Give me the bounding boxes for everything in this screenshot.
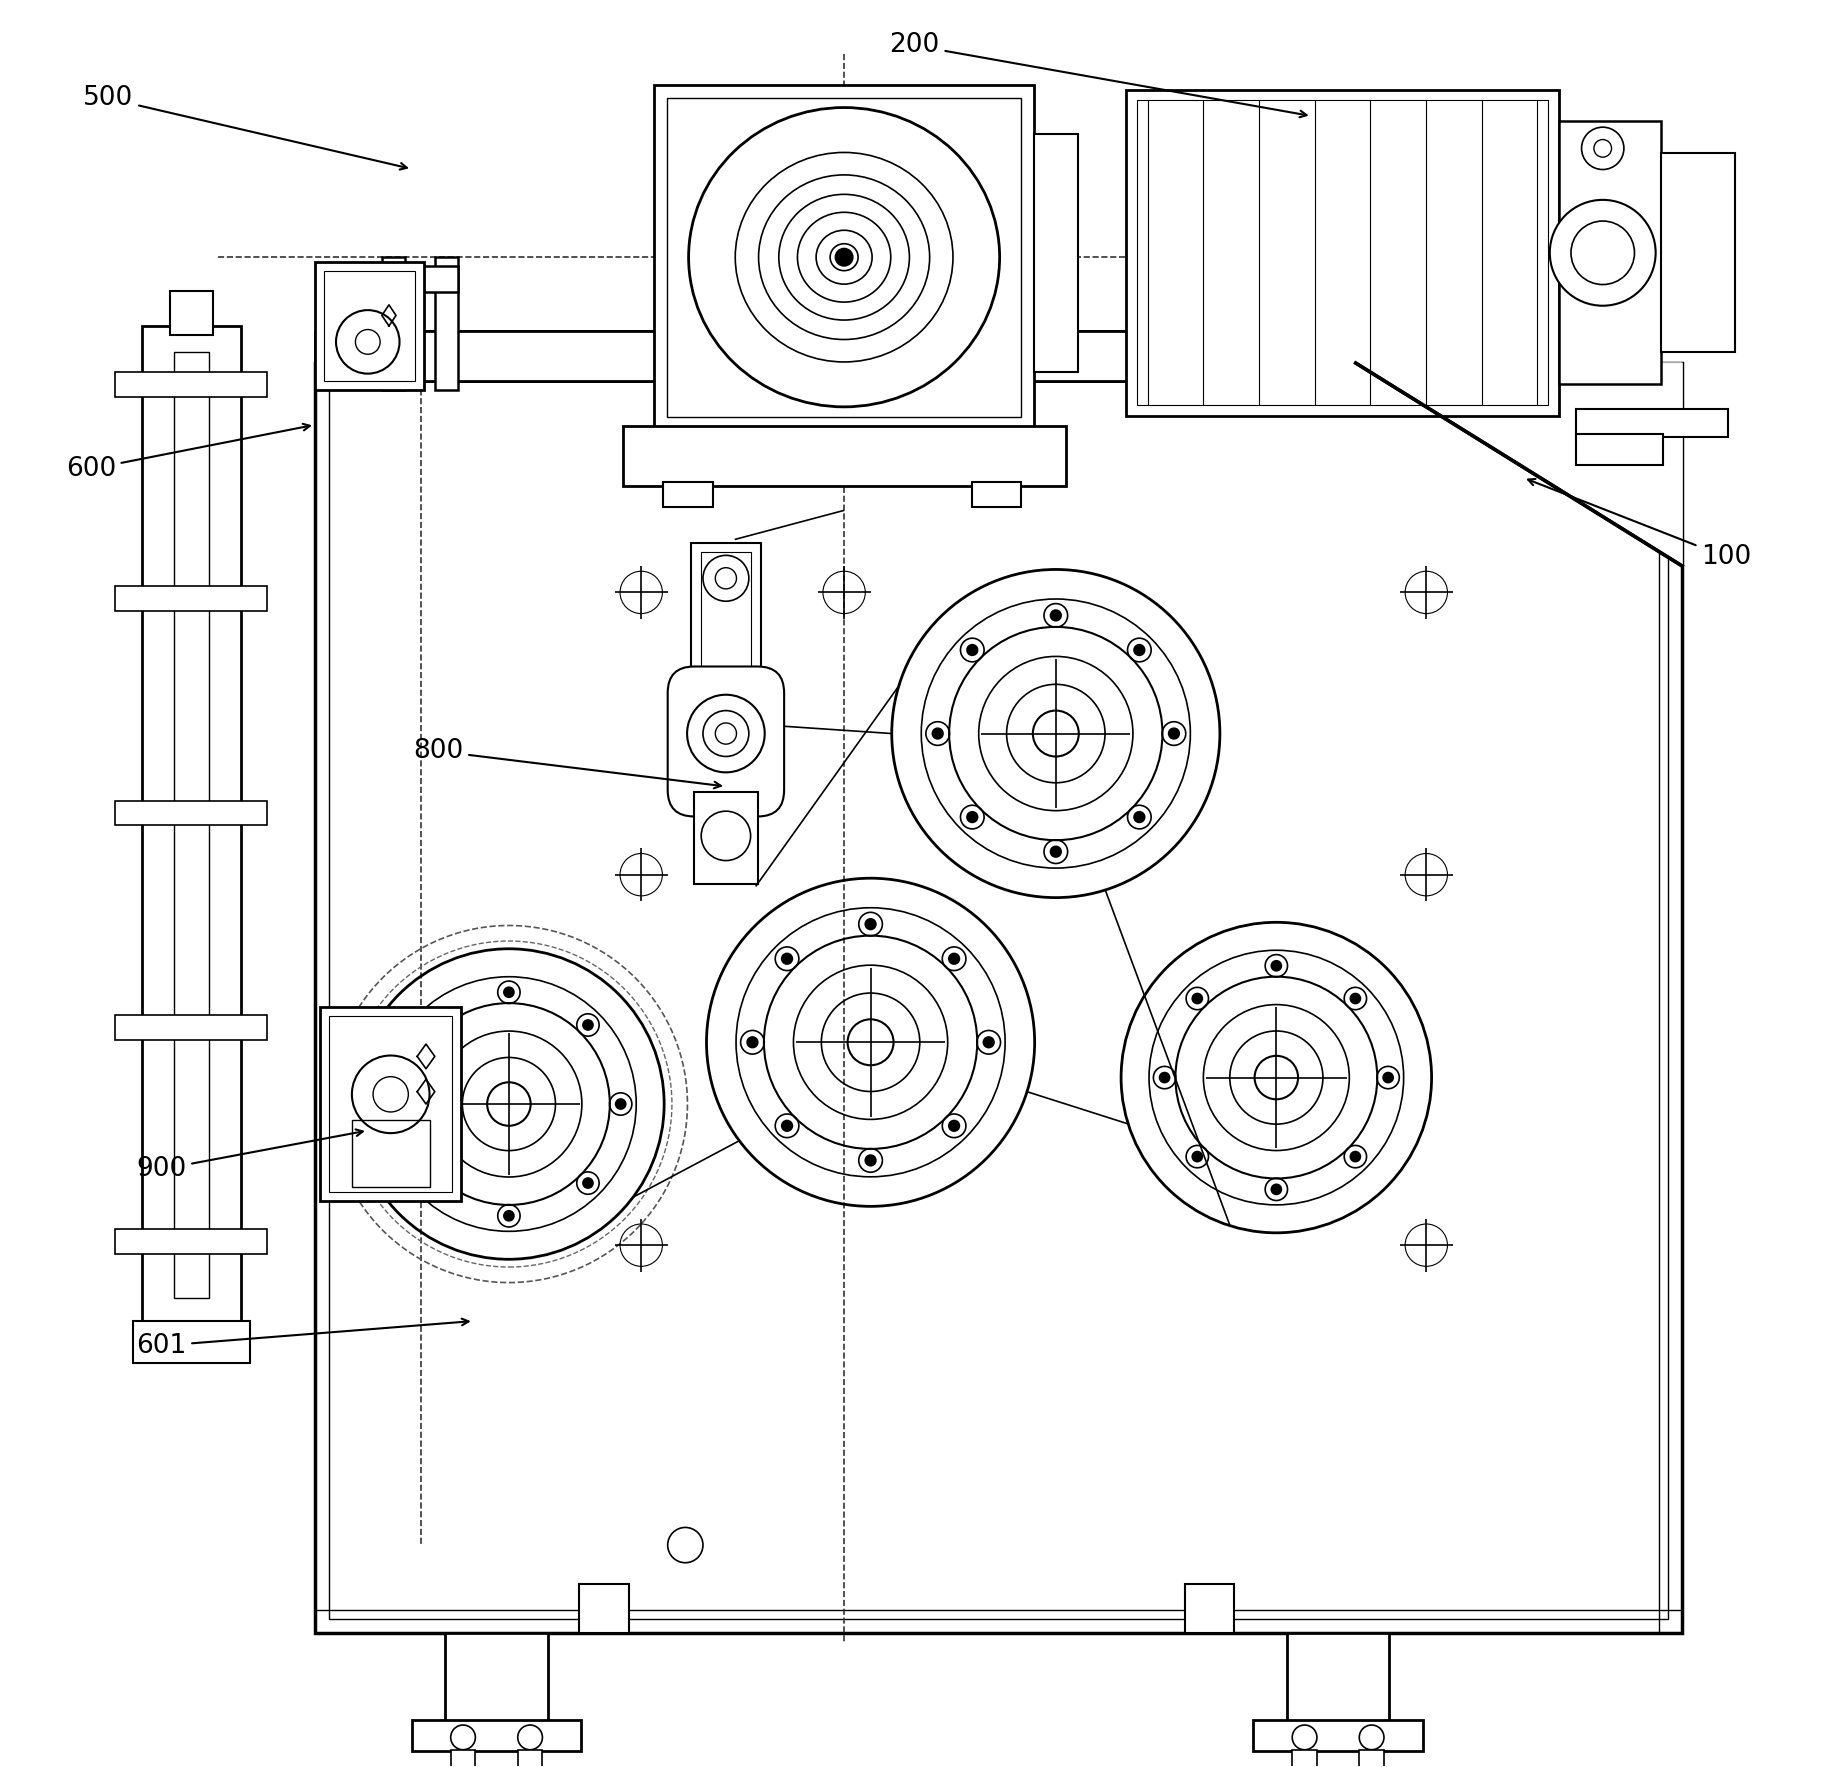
Bar (314, 330, 1659, 380)
Circle shape (781, 954, 792, 965)
Bar (1127, 90, 1559, 415)
Circle shape (1134, 811, 1145, 822)
Circle shape (1350, 1152, 1361, 1161)
Bar (1359, 1749, 1383, 1767)
Bar (329, 376, 1668, 1619)
Bar (1559, 122, 1660, 383)
Bar (116, 1014, 268, 1039)
Circle shape (584, 1179, 593, 1187)
Circle shape (968, 811, 977, 822)
Circle shape (1051, 610, 1062, 620)
Circle shape (425, 1020, 434, 1030)
Bar (1138, 101, 1548, 405)
Bar (702, 551, 750, 693)
Bar (1575, 433, 1662, 465)
Circle shape (781, 1120, 792, 1131)
Bar (1287, 1633, 1389, 1725)
Bar (1575, 408, 1727, 436)
Circle shape (1193, 1152, 1202, 1161)
Circle shape (748, 1037, 757, 1048)
Bar (323, 272, 416, 380)
Bar (353, 1120, 430, 1187)
Circle shape (864, 1156, 875, 1166)
Bar (1254, 1719, 1422, 1751)
Bar (972, 482, 1021, 507)
Circle shape (839, 378, 850, 389)
Circle shape (933, 728, 944, 739)
Circle shape (1051, 846, 1062, 857)
Bar (622, 426, 1066, 486)
Bar (580, 1583, 628, 1633)
Bar (116, 587, 268, 611)
Circle shape (949, 954, 959, 965)
Bar (1293, 1749, 1317, 1767)
Bar (314, 263, 425, 389)
Circle shape (504, 988, 513, 997)
Bar (434, 258, 458, 389)
Text: 900: 900 (137, 1129, 362, 1182)
Circle shape (968, 645, 977, 656)
Circle shape (1271, 1184, 1282, 1194)
Text: 100: 100 (1527, 479, 1751, 571)
Text: 601: 601 (137, 1318, 469, 1359)
Bar (663, 482, 713, 507)
Bar (116, 1230, 268, 1255)
Bar (1034, 134, 1079, 371)
Circle shape (353, 1055, 430, 1133)
FancyBboxPatch shape (667, 666, 785, 816)
Bar (329, 1016, 453, 1193)
Circle shape (425, 1179, 434, 1187)
Text: 600: 600 (66, 424, 310, 482)
Text: 800: 800 (414, 739, 720, 788)
Bar (451, 1749, 475, 1767)
Circle shape (1160, 1073, 1169, 1083)
Circle shape (951, 315, 962, 325)
Bar (133, 1322, 249, 1364)
Bar (142, 325, 240, 1325)
Circle shape (392, 1099, 403, 1110)
Bar (320, 1007, 462, 1202)
Bar (445, 1633, 549, 1725)
Circle shape (687, 694, 765, 772)
Circle shape (864, 919, 875, 929)
Circle shape (726, 315, 737, 325)
Bar (116, 800, 268, 825)
Bar (1660, 154, 1734, 352)
Circle shape (1134, 645, 1145, 656)
Circle shape (336, 311, 399, 373)
Text: 200: 200 (890, 32, 1306, 117)
Bar (694, 792, 757, 884)
Circle shape (1550, 200, 1655, 306)
Circle shape (983, 1037, 994, 1048)
Circle shape (704, 555, 748, 601)
Polygon shape (1356, 362, 1683, 565)
Bar (691, 542, 761, 701)
Bar (412, 1719, 582, 1751)
Bar (654, 85, 1034, 429)
Circle shape (504, 1210, 513, 1221)
Circle shape (1350, 993, 1361, 1004)
Bar (517, 1749, 543, 1767)
Bar (116, 371, 268, 396)
Circle shape (839, 125, 850, 138)
Circle shape (1271, 961, 1282, 970)
Circle shape (1383, 1073, 1393, 1083)
Bar (174, 352, 209, 1299)
Bar (1184, 1583, 1234, 1633)
Circle shape (1169, 728, 1178, 739)
Circle shape (615, 1099, 626, 1110)
Circle shape (949, 1120, 959, 1131)
Circle shape (584, 1020, 593, 1030)
Bar (382, 267, 458, 293)
Bar (170, 292, 212, 334)
Circle shape (1193, 993, 1202, 1004)
Bar (314, 362, 1683, 1633)
Bar (667, 97, 1021, 417)
Circle shape (835, 249, 853, 267)
Bar (382, 258, 404, 389)
Text: 500: 500 (83, 85, 406, 170)
Circle shape (951, 189, 962, 200)
Circle shape (702, 811, 750, 861)
Circle shape (726, 189, 737, 200)
